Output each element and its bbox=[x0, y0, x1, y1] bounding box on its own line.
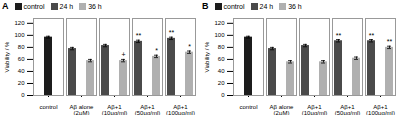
html-text:36 h: 36 h bbox=[88, 2, 102, 10]
svg-text:**: ** bbox=[369, 32, 375, 39]
html-text:B: B bbox=[202, 1, 209, 11]
html-text:36 h: 36 h bbox=[288, 2, 302, 10]
svg-text:120: 120 bbox=[214, 20, 225, 26]
svg-text:+: + bbox=[121, 51, 125, 58]
svg-text:100: 100 bbox=[214, 32, 225, 38]
svg-text:Aβ+1(100μg/ml): Aβ+1(100μg/ml) bbox=[366, 104, 395, 115]
svg-text:Viability / %: Viability / % bbox=[204, 41, 210, 73]
svg-text:**: ** bbox=[336, 32, 342, 39]
svg-text:60: 60 bbox=[218, 56, 225, 62]
svg-text:Aβ+1(10μg/ml): Aβ+1(10μg/ml) bbox=[302, 104, 327, 115]
svg-text:Viability / %: Viability / % bbox=[4, 41, 10, 73]
svg-text:20: 20 bbox=[18, 80, 25, 86]
svg-text:Aβ+1(100μg/ml): Aβ+1(100μg/ml) bbox=[166, 104, 195, 115]
svg-text:80: 80 bbox=[18, 44, 25, 50]
svg-text:80: 80 bbox=[218, 44, 225, 50]
svg-text:0: 0 bbox=[21, 92, 25, 98]
svg-text:control: control bbox=[39, 104, 57, 110]
svg-text:**: ** bbox=[387, 38, 393, 45]
svg-text:100: 100 bbox=[14, 32, 25, 38]
svg-text:20: 20 bbox=[218, 80, 225, 86]
svg-text:Aβ alone(2μM): Aβ alone(2μM) bbox=[270, 104, 294, 115]
svg-text:**: ** bbox=[169, 29, 175, 36]
svg-text:0: 0 bbox=[221, 92, 225, 98]
svg-text:Aβ alone(2μM): Aβ alone(2μM) bbox=[70, 104, 94, 115]
svg-text:40: 40 bbox=[18, 68, 25, 74]
svg-text:*: * bbox=[188, 43, 191, 50]
svg-text:**: ** bbox=[136, 32, 142, 39]
svg-text:*: * bbox=[155, 47, 158, 54]
svg-text:40: 40 bbox=[218, 68, 225, 74]
html-text:control: control bbox=[23, 2, 45, 10]
svg-text:Aβ+1(50μg/ml): Aβ+1(50μg/ml) bbox=[335, 104, 360, 115]
svg-text:120: 120 bbox=[14, 20, 25, 26]
html-text:A: A bbox=[2, 1, 9, 11]
svg-text:60: 60 bbox=[18, 56, 25, 62]
html-text:control: control bbox=[223, 2, 245, 10]
svg-text:control: control bbox=[239, 104, 257, 110]
svg-text:Aβ+1(10μg/ml): Aβ+1(10μg/ml) bbox=[102, 104, 127, 115]
svg-text:Aβ+1(50μg/ml): Aβ+1(50μg/ml) bbox=[135, 104, 160, 115]
html-text:24 h: 24 h bbox=[259, 2, 274, 10]
html-text:24 h: 24 h bbox=[59, 2, 74, 10]
